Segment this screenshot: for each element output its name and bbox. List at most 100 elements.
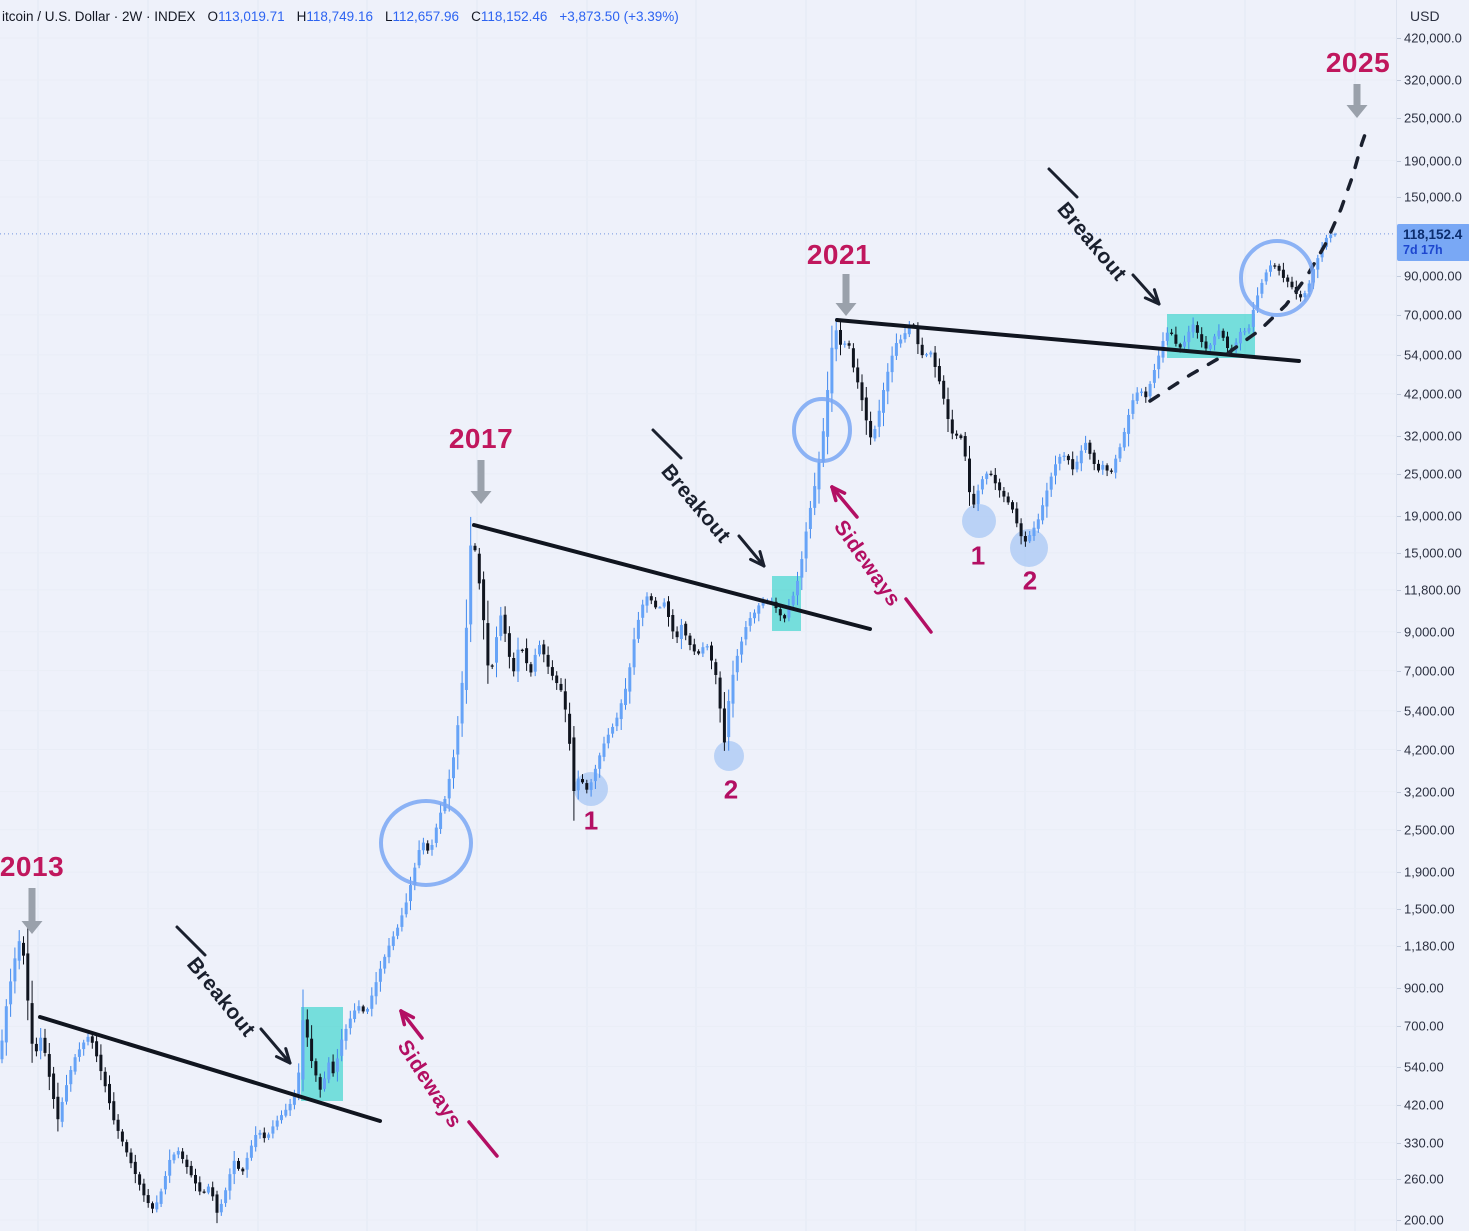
price-axis-label: 540.00: [1404, 1059, 1444, 1075]
price-axis-label: 11,800.00: [1404, 582, 1461, 598]
price-axis-label: 2,500.00: [1404, 822, 1455, 838]
price-axis-label: 90,000.00: [1404, 268, 1462, 284]
close-value: 118,152.46: [480, 8, 548, 24]
trendline[interactable]: [835, 318, 1301, 363]
price-axis-label: 42,000.00: [1404, 386, 1462, 402]
cycle-number-label[interactable]: 1: [970, 540, 986, 571]
low-label: L: [384, 8, 393, 24]
cycle-number-label[interactable]: 2: [1022, 565, 1038, 596]
year-label[interactable]: 2025: [1325, 47, 1391, 78]
change-value: +3,873.50 (+3.39%): [559, 8, 679, 24]
price-axis-label: 420,000.0: [1404, 30, 1462, 46]
high-label: H: [296, 8, 307, 24]
open-value: 113,019.71: [218, 8, 285, 24]
low-marker-circle[interactable]: [714, 741, 744, 771]
price-axis-label: 330.00: [1404, 1135, 1444, 1151]
cycle-number-label[interactable]: 2: [723, 774, 739, 805]
axis-tick: [1397, 872, 1401, 874]
axis-tick: [1397, 1179, 1401, 1181]
current-price-value: 118,152.4: [1403, 226, 1463, 242]
highlight-ellipse[interactable]: [1239, 239, 1315, 317]
price-axis-label: 4,200.00: [1404, 742, 1455, 758]
low-marker-circle[interactable]: [1010, 529, 1048, 567]
highlight-ellipse[interactable]: [792, 397, 852, 463]
sideways-arrow[interactable]: [830, 485, 933, 634]
price-axis-label: 1,180.00: [1404, 938, 1455, 954]
price-axis-label: 150,000.0: [1404, 189, 1462, 205]
breakout-arrow[interactable]: [1047, 167, 1161, 306]
axis-tick: [1397, 1026, 1401, 1028]
candlestick-series: [0, 231, 1337, 1224]
price-axis-label: 260.00: [1404, 1171, 1444, 1187]
price-axis-label: 54,000.00: [1404, 347, 1462, 363]
price-axis-label: 7,000.00: [1404, 663, 1455, 679]
axis-tick: [1397, 987, 1401, 989]
year-label[interactable]: 2021: [806, 239, 872, 270]
bar-countdown: 7d 17h: [1403, 242, 1443, 257]
price-axis-label: 320,000.0: [1404, 72, 1462, 88]
price-axis-label: 15,000.00: [1404, 545, 1462, 561]
axis-tick: [1397, 197, 1401, 199]
axis-tick: [1397, 829, 1401, 831]
axis-tick: [1397, 473, 1401, 475]
price-axis-label: 3,200.00: [1404, 784, 1455, 800]
axis-tick: [1397, 1142, 1401, 1144]
price-axis-label: 1,500.00: [1404, 901, 1455, 917]
axis-tick: [1397, 275, 1401, 277]
axis-tick: [1397, 1066, 1401, 1068]
year-down-arrow-icon[interactable]: [835, 274, 857, 316]
axis-tick: [1397, 79, 1401, 81]
price-chart[interactable]: [0, 0, 1396, 1231]
axis-tick: [1397, 589, 1401, 591]
symbol-title[interactable]: itcoin / U.S. Dollar · 2W · INDEX: [2, 8, 196, 24]
breakout-arrow[interactable]: [175, 925, 292, 1065]
close-label: C: [471, 8, 481, 24]
projection-curve[interactable]: [1148, 124, 1370, 403]
trendline[interactable]: [472, 523, 872, 631]
open-label: O: [207, 8, 219, 24]
annotation-overlay: 2013 2017 2021 2025 Breakout Breakout Breakout…: [0, 47, 1391, 1132]
axis-tick: [1397, 37, 1401, 39]
price-axis[interactable]: USD 420,000.0 320,000.0 250,000.0 190,000.0…: [1396, 0, 1469, 1231]
sideways-arrow[interactable]: [399, 1009, 499, 1158]
current-price-badge: 118,152.4 7d 17h: [1397, 223, 1469, 261]
low-marker-circle[interactable]: [962, 504, 996, 538]
price-axis-label: 250,000.0: [1404, 110, 1462, 126]
axis-tick: [1397, 435, 1401, 437]
price-axis-label: 1,900.00: [1404, 864, 1455, 880]
highlight-ellipse[interactable]: [379, 799, 473, 887]
axis-tick: [1397, 749, 1401, 751]
price-axis-label: 200.00: [1404, 1212, 1444, 1228]
axis-tick: [1397, 552, 1401, 554]
axis-tick: [1397, 118, 1401, 120]
cycle-number-label[interactable]: 1: [583, 805, 599, 836]
symbol-header: itcoin / U.S. Dollar · 2W · INDEX O113,0…: [2, 6, 679, 26]
price-axis-label: 420.00: [1404, 1097, 1444, 1113]
axis-tick: [1397, 1220, 1401, 1221]
axis-tick: [1397, 314, 1401, 316]
price-axis-label: 19,000.00: [1404, 508, 1462, 524]
year-label[interactable]: 2017: [448, 423, 514, 454]
axis-tick: [1397, 908, 1401, 910]
axis-tick: [1397, 1105, 1401, 1107]
year-down-arrow-icon[interactable]: [470, 460, 492, 504]
price-axis-label: 25,000.00: [1404, 466, 1462, 482]
year-down-arrow-icon[interactable]: [1346, 84, 1368, 118]
axis-tick: [1397, 945, 1401, 947]
price-axis-label: 32,000.00: [1404, 428, 1462, 444]
year-label[interactable]: 2013: [0, 851, 65, 882]
trendline[interactable]: [38, 1015, 382, 1123]
breakout-arrow[interactable]: [651, 428, 766, 568]
price-axis-label: 70,000.00: [1404, 307, 1462, 323]
low-value: 112,657.96: [392, 8, 460, 24]
axis-tick: [1397, 631, 1401, 633]
axis-tick: [1397, 354, 1401, 356]
year-down-arrow-icon[interactable]: [21, 888, 43, 934]
axis-tick: [1397, 516, 1401, 518]
price-axis-label: 9,000.00: [1404, 624, 1455, 640]
price-axis-label: 900.00: [1404, 980, 1444, 996]
price-axis-label: 190,000.0: [1404, 153, 1462, 169]
axis-tick: [1397, 710, 1401, 712]
axis-tick: [1397, 393, 1401, 395]
